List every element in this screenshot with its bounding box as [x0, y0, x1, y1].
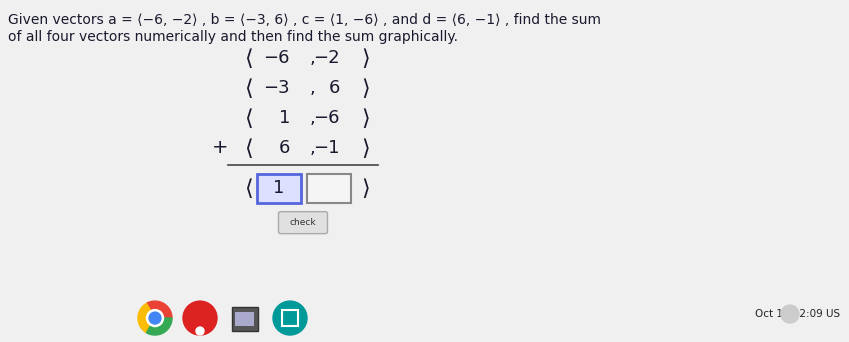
Text: −2: −2	[313, 49, 340, 67]
Text: Oct 16   2:09 US: Oct 16 2:09 US	[755, 309, 840, 319]
Polygon shape	[147, 318, 172, 335]
Text: of all four vectors numerically and then find the sum graphically.: of all four vectors numerically and then…	[8, 30, 458, 44]
Text: ,: ,	[310, 109, 316, 127]
Text: $\rangle$: $\rangle$	[361, 176, 369, 200]
FancyBboxPatch shape	[282, 310, 298, 326]
FancyBboxPatch shape	[307, 174, 351, 203]
Circle shape	[196, 327, 204, 335]
FancyBboxPatch shape	[278, 212, 328, 234]
Text: −1: −1	[313, 139, 340, 157]
Text: 1: 1	[278, 109, 290, 127]
Text: $\langle$: $\langle$	[244, 46, 252, 70]
Text: $\langle$: $\langle$	[244, 76, 252, 100]
Text: 6: 6	[329, 79, 340, 97]
Text: ,: ,	[310, 49, 316, 67]
Text: 1: 1	[273, 179, 284, 197]
FancyBboxPatch shape	[235, 312, 255, 326]
Text: 6: 6	[278, 139, 290, 157]
Text: $\langle$: $\langle$	[244, 106, 252, 130]
Text: −3: −3	[263, 79, 290, 97]
Circle shape	[149, 312, 161, 324]
Text: $\langle$: $\langle$	[244, 176, 252, 200]
Polygon shape	[147, 301, 172, 318]
Text: $\rangle$: $\rangle$	[361, 136, 369, 160]
Text: $\rangle$: $\rangle$	[361, 76, 369, 100]
FancyBboxPatch shape	[232, 307, 258, 331]
FancyBboxPatch shape	[257, 174, 301, 203]
Circle shape	[781, 305, 799, 323]
Text: −6: −6	[263, 49, 290, 67]
Polygon shape	[138, 303, 155, 333]
Text: $\rangle$: $\rangle$	[361, 46, 369, 70]
Text: $\langle$: $\langle$	[244, 136, 252, 160]
Text: ,: ,	[310, 79, 316, 97]
Text: $\rangle$: $\rangle$	[361, 106, 369, 130]
Circle shape	[183, 301, 217, 335]
Circle shape	[147, 310, 164, 327]
Text: Given vectors a = ⟨−6, −2⟩ , b = ⟨−3, 6⟩ , c = ⟨1, −6⟩ , and d = ⟨6, −1⟩ , find : Given vectors a = ⟨−6, −2⟩ , b = ⟨−3, 6⟩…	[8, 13, 601, 27]
Text: ,: ,	[310, 139, 316, 157]
Circle shape	[273, 301, 307, 335]
Text: +: +	[211, 138, 228, 157]
Text: −6: −6	[313, 109, 340, 127]
Text: check: check	[290, 218, 317, 227]
